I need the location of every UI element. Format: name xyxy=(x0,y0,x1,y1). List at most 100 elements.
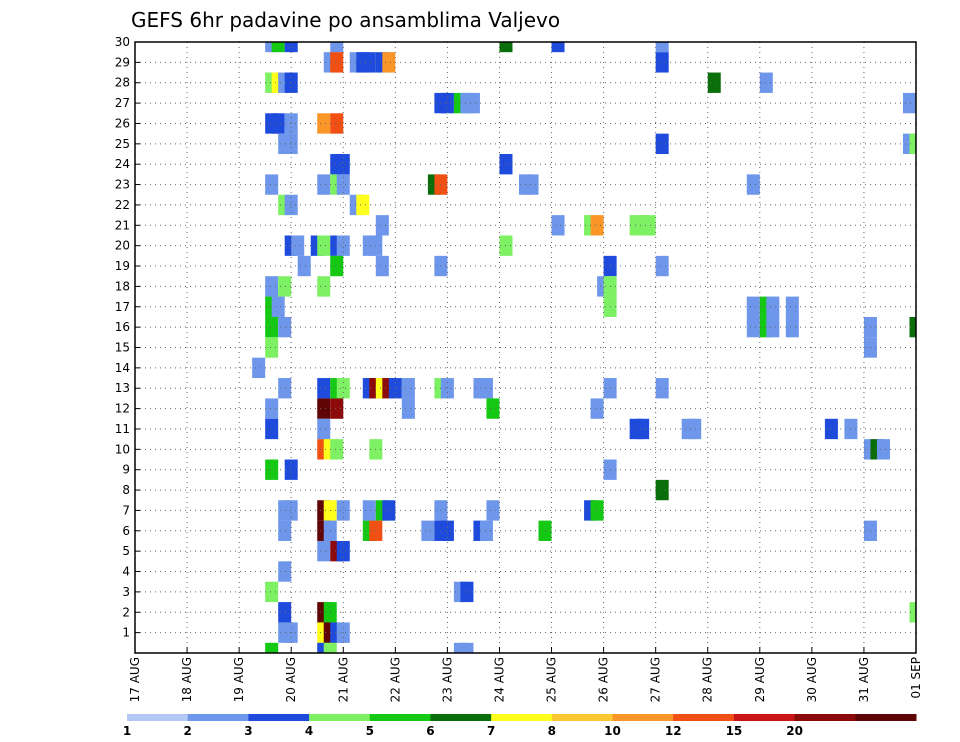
x-tick-label: 22 AUG xyxy=(388,657,402,702)
heatmap-cell xyxy=(642,215,656,236)
x-tick-label: 20 AUG xyxy=(284,657,298,702)
colorbar-swatch xyxy=(491,714,553,721)
colorbar-label: 3 xyxy=(244,724,252,738)
heatmap-cell xyxy=(317,540,331,562)
heatmap-cell xyxy=(466,92,480,114)
heatmap-cell xyxy=(317,235,331,256)
heatmap-cell xyxy=(655,255,669,277)
heatmap-cell xyxy=(746,316,760,338)
heatmap-cell xyxy=(486,500,500,521)
heatmap-cell xyxy=(590,215,604,236)
heatmap-cell xyxy=(336,174,350,195)
colorbar-label: 6 xyxy=(426,724,434,738)
colorbar-label: 12 xyxy=(665,724,682,738)
colorbar-swatch xyxy=(733,714,796,721)
heatmap-cell xyxy=(336,540,350,562)
heatmap-cell xyxy=(323,642,337,653)
colorbar-swatch xyxy=(855,714,917,721)
colorbar-legend: 1 2 3 4 5 6 7 8 10 12 15 20 xyxy=(123,714,917,738)
heatmap-cell xyxy=(636,418,650,440)
heatmap-cell xyxy=(265,316,279,338)
heatmap-cell xyxy=(479,378,493,399)
y-tick-label: 13 xyxy=(115,381,130,395)
heatmap-cell xyxy=(291,235,305,256)
colorbar-label: 20 xyxy=(786,724,803,738)
heatmap-cell xyxy=(688,418,702,440)
heatmap-cell xyxy=(909,602,916,623)
x-tick-label: 25 AUG xyxy=(545,657,559,702)
heatmap-cell xyxy=(265,642,279,653)
heatmap-cell xyxy=(460,581,474,603)
colorbar-swatch xyxy=(673,714,735,721)
heatmap-cell xyxy=(278,276,292,297)
heatmap-cell xyxy=(401,378,415,399)
x-axis: 17 AUG 18 AUG 19 AUG 20 AUG 21 AUG 22 AUG 23 A… xyxy=(128,647,923,702)
x-tick-label: 21 AUG xyxy=(336,657,350,702)
colorbar-label: 7 xyxy=(487,724,495,738)
heatmap-cell xyxy=(265,418,279,440)
colorbar-swatch xyxy=(551,714,614,721)
colorbar-swatch xyxy=(309,714,371,721)
y-tick-label: 21 xyxy=(115,218,130,232)
y-tick-label: 7 xyxy=(122,503,130,517)
heatmap-cell xyxy=(909,316,916,338)
heatmap-cell xyxy=(382,52,396,73)
heatmap-cell xyxy=(785,296,799,317)
colorbar-label: 8 xyxy=(548,724,556,738)
y-axis: 1234567891011121314151617181920212223242… xyxy=(115,35,140,640)
y-tick-label: 19 xyxy=(115,259,130,273)
heatmap-cell xyxy=(330,52,344,73)
heatmap-cell xyxy=(317,174,331,195)
heatmap-cell xyxy=(278,561,292,582)
heatmap-cell xyxy=(766,296,780,317)
y-tick-label: 9 xyxy=(122,463,130,477)
x-tick-label: 30 AUG xyxy=(805,657,819,702)
y-tick-label: 27 xyxy=(115,96,130,110)
heatmap-cell xyxy=(785,316,799,338)
heatmap-cell xyxy=(284,459,298,480)
heatmap-cell xyxy=(336,378,350,399)
y-tick-label: 11 xyxy=(115,422,130,436)
heatmap-cell xyxy=(655,378,669,399)
heatmap-cell xyxy=(271,42,285,53)
heatmap-cell xyxy=(330,113,344,134)
y-tick-label: 25 xyxy=(115,137,130,151)
heatmap-cell xyxy=(265,276,279,297)
heatmap-cell xyxy=(265,398,279,419)
y-tick-label: 29 xyxy=(115,55,130,69)
heatmap-cell xyxy=(336,154,350,175)
y-tick-label: 1 xyxy=(122,626,130,640)
y-tick-label: 30 xyxy=(115,35,130,49)
heatmap-cell xyxy=(551,42,565,53)
heatmap-cell xyxy=(284,113,298,134)
heatmap-cell xyxy=(766,316,780,338)
heatmap-cell xyxy=(336,235,350,256)
y-tick-label: 23 xyxy=(115,178,130,192)
y-tick-label: 4 xyxy=(122,565,130,579)
colorbar-label: 10 xyxy=(604,724,621,738)
heatmap-cell xyxy=(330,255,344,277)
heatmap-cell xyxy=(265,174,279,195)
colorbar-swatch xyxy=(794,714,856,721)
heatmap-cell xyxy=(440,92,454,114)
colorbar-swatch xyxy=(369,714,431,721)
x-tick-label: 01 SEP xyxy=(909,657,923,699)
y-tick-label: 3 xyxy=(122,585,130,599)
y-tick-label: 14 xyxy=(115,361,130,375)
y-tick-label: 15 xyxy=(115,341,130,355)
heatmap-cell xyxy=(265,337,279,358)
x-tick-label: 19 AUG xyxy=(232,657,246,702)
heatmap-cell xyxy=(759,72,773,93)
heatmap-cell xyxy=(317,113,331,134)
y-tick-label: 5 xyxy=(122,544,130,558)
colorbar-label: 5 xyxy=(366,724,374,738)
x-tick-label: 24 AUG xyxy=(492,657,506,702)
heatmap-cell xyxy=(252,357,266,379)
heatmap-cell xyxy=(707,72,721,93)
heatmap-cell xyxy=(375,255,389,277)
x-tick-label: 18 AUG xyxy=(180,657,194,702)
heatmap-cell xyxy=(590,398,604,419)
heatmap-cell xyxy=(336,500,350,521)
heatmap-cell xyxy=(486,398,500,419)
